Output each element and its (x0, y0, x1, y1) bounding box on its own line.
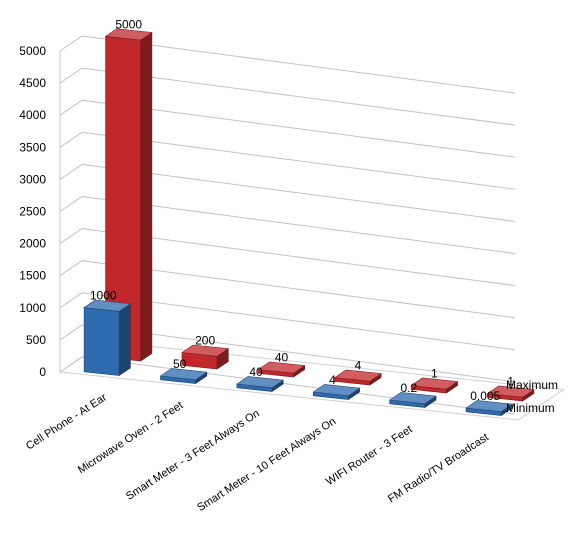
maximum-bar-top (257, 361, 306, 374)
gridline (59, 324, 516, 383)
y-tick-label: 1500 (19, 269, 46, 283)
y-tick-label: 0 (39, 365, 46, 379)
maximum-value-label: 4 (355, 358, 362, 372)
maximum-bar-top (104, 28, 153, 41)
minimum-value-label: 40 (249, 365, 263, 379)
y-tick-label: 2000 (19, 237, 46, 251)
series-label-maximum: Maximum (506, 378, 558, 392)
category-label: Cell Phone - At Ear (24, 391, 109, 452)
gridline (59, 356, 516, 415)
maximum-bar (486, 385, 535, 402)
minimum-value-label: 50 (173, 357, 187, 371)
category-label: WIFI Router - 3 Feet (324, 423, 415, 488)
minimum-bar-top (465, 400, 514, 413)
gridline (59, 260, 516, 319)
maximum-bar (181, 344, 230, 370)
maximum-bar-top (486, 385, 535, 398)
minimum-value-label: 0.2 (400, 381, 417, 395)
minimum-bar (83, 299, 132, 377)
minimum-value-label: 1000 (90, 289, 117, 303)
minimum-value-label: 4 (329, 373, 336, 387)
minimum-bar (159, 368, 208, 385)
minimum-bar-top (312, 384, 361, 397)
maximum-value-label: 40 (275, 350, 289, 364)
series-label-minimum: Minimum (506, 401, 555, 415)
minimum-bar (388, 392, 437, 409)
gridline (59, 131, 516, 190)
maximum-bar-top (181, 344, 230, 357)
category-label: FM Radio/TV Broadcast (386, 431, 491, 505)
maximum-bar (333, 369, 382, 386)
y-tick-label: 4500 (19, 76, 46, 90)
minimum-bar-top (236, 376, 285, 389)
maximum-value-label: 1 (431, 366, 438, 380)
maximum-bar-top (333, 369, 382, 382)
minimum-bar-front (83, 307, 120, 376)
minimum-bar (236, 376, 285, 393)
gridline (59, 67, 516, 126)
gridline (59, 35, 516, 94)
gridline (59, 99, 516, 158)
maximum-value-label: 5000 (115, 17, 142, 31)
y-tick-label: 500 (26, 333, 46, 347)
gridline (59, 163, 516, 222)
minimum-bar-side (118, 303, 131, 377)
gridline (59, 228, 516, 287)
minimum-bar-top (159, 368, 208, 381)
gridline (59, 195, 516, 254)
maximum-series-bars (104, 28, 535, 402)
maximum-value-label: 1 (507, 374, 514, 388)
minimum-series-bars (83, 299, 514, 417)
gridline (59, 292, 516, 351)
y-tick-label: 2500 (19, 205, 46, 219)
minimum-bar (312, 384, 361, 401)
maximum-bar-side (140, 31, 153, 362)
y-tick-label: 1000 (19, 301, 46, 315)
y-tick-label: 4000 (19, 108, 46, 122)
data-labels: 5000 200 40 4 1 1 1000 50 40 4 0.2 0.005 (90, 17, 515, 403)
maximum-value-label: 200 (195, 334, 215, 348)
minimum-bar (465, 400, 514, 417)
category-label: Smart Meter - 10 Feet Always On (195, 415, 338, 514)
minimum-value-label: 0.005 (470, 389, 500, 403)
y-tick-label: 3500 (19, 140, 46, 154)
maximum-bar (104, 28, 153, 362)
y-axis-ticks: 0 500 1000 1500 2000 2500 3000 3500 4000 4500 5000 (19, 44, 46, 379)
y-tick-label: 5000 (19, 44, 46, 58)
minimum-bar-top (83, 299, 132, 312)
gridlines (59, 35, 516, 415)
series-depth-labels: Maximum Minimum (506, 378, 558, 415)
minimum-bar-top (388, 392, 437, 405)
y-tick-label: 3000 (19, 172, 46, 186)
maximum-bar-top (410, 377, 459, 390)
maximum-bar (410, 377, 459, 394)
maximum-bar (257, 361, 306, 378)
